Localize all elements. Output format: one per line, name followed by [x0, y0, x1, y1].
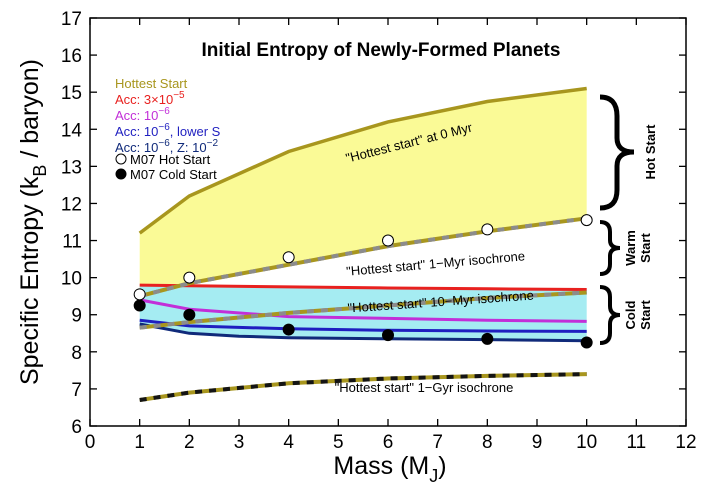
m07-cold-point	[580, 336, 593, 349]
legend-z-exp2: −2	[207, 138, 219, 149]
x-tick-label: 0	[85, 432, 96, 453]
cold-start-bracket	[599, 285, 621, 345]
legend-lowerS: Acc: 10−6, lower S	[115, 122, 221, 139]
y-tick-label: 15	[61, 83, 82, 104]
x-tick-label: 9	[532, 432, 543, 453]
cold-start-label-1: Cold	[623, 301, 638, 330]
y-tick-label: 9	[71, 306, 82, 327]
line-isochrone-10myr-dash	[139, 290, 587, 330]
line-acc-1e-6	[139, 298, 587, 323]
x-tick-label: 11	[626, 432, 646, 453]
y-tick-label: 10	[61, 269, 82, 290]
y-tick-label: 16	[61, 46, 82, 67]
x-tick-label: 12	[675, 432, 696, 453]
legend-lowerS-suffix: , lower S	[170, 124, 221, 139]
legend-z-text: Acc: 10	[115, 140, 158, 155]
x-axis-label-main: Mass (M	[333, 452, 429, 480]
y-tick-label: 8	[71, 343, 82, 364]
legend-acc3e5-exp: −5	[173, 90, 185, 101]
m07-hot-point	[282, 251, 295, 264]
series-lines	[138, 86, 587, 402]
x-tick-label: 1	[134, 432, 145, 453]
y-axis-label-end: / baryon)	[16, 59, 44, 165]
y-tick-label: 7	[71, 380, 82, 401]
start-brackets: Hot Start Warm Start Cold Start	[599, 94, 658, 345]
warm-start-label-2: Start	[638, 233, 653, 263]
hot-start-region	[139, 88, 587, 297]
legend-m07-cold-marker	[115, 168, 127, 180]
line-isochrone-1gyr-dash	[139, 372, 587, 402]
hot-start-label: Hot Start	[643, 124, 658, 180]
legend-hottest: Hottest Start	[115, 76, 188, 91]
m07-cold-point	[133, 299, 146, 312]
y-tick-label: 13	[61, 157, 82, 178]
legend-acc1e6-exp: −6	[158, 106, 170, 117]
x-tick-label: 4	[283, 432, 294, 453]
x-tick-label: 6	[383, 432, 394, 453]
x-tick-label: 2	[184, 432, 195, 453]
legend-lowerS-exp: −6	[158, 122, 170, 133]
m07-points	[133, 214, 593, 349]
warm-start-bracket	[599, 220, 621, 276]
line-isochrone-1myr-dash	[139, 216, 587, 299]
legend-acc3e5-text: Acc: 3×10	[115, 92, 173, 107]
x-tick-label: 3	[234, 432, 245, 453]
legend-z-exp: −6	[158, 138, 170, 149]
x-axis-label-sub: J	[429, 466, 438, 486]
annotation-1myr: "Hottest start" 1−Myr isochrone	[346, 248, 526, 279]
legend-acc1e6: Acc: 10−6	[115, 106, 170, 123]
m07-hot-point	[133, 288, 146, 301]
m07-hot-point	[382, 234, 394, 247]
y-tick-label: 17	[61, 9, 82, 30]
legend-lowerS-text: Acc: 10	[115, 124, 158, 139]
legend-acc1e6-text: Acc: 10	[115, 108, 158, 123]
legend-z-mid: , Z: 10	[170, 140, 207, 155]
x-tick-label: 10	[576, 432, 597, 453]
hot-start-bracket	[599, 94, 635, 211]
y-axis-label: Specific Entropy (kB / baryon)	[16, 59, 50, 385]
m07-hot-point	[580, 214, 593, 227]
x-tick-label: 5	[333, 432, 344, 453]
annotation-1gyr: "Hottest start" 1−Gyr isochrone	[335, 380, 514, 395]
legend-m07-hot-marker	[115, 153, 127, 165]
y-tick-label: 6	[71, 417, 82, 438]
x-tick-label: 8	[482, 432, 493, 453]
legend: Hottest Start Acc: 3×10−5 Acc: 10−6 Acc:…	[115, 76, 221, 182]
m07-cold-point	[282, 323, 295, 336]
m07-cold-point	[481, 332, 494, 345]
y-tick-label: 11	[62, 232, 82, 253]
m07-hot-point	[481, 223, 494, 236]
legend-acc3e5: Acc: 3×10−5	[115, 90, 185, 107]
x-axis-label-end: )	[438, 452, 446, 480]
m07-hot-point	[183, 271, 196, 284]
chart-title: Initial Entropy of Newly-Formed Planets	[202, 40, 561, 61]
warm-start-label-1: Warm	[623, 230, 638, 266]
m07-cold-point	[183, 308, 196, 321]
line-hottest-0myr	[138, 86, 587, 235]
m07-cold-point	[382, 329, 394, 342]
y-tick-label: 12	[61, 194, 82, 215]
legend-m07-cold: M07 Cold Start	[130, 167, 217, 182]
cold-start-label-2: Start	[638, 300, 653, 330]
y-tick-label: 14	[61, 120, 83, 141]
legend-z: Acc: 10−6, Z: 10−2	[115, 138, 218, 155]
x-tick-label: 7	[432, 432, 443, 453]
legend-m07-hot: M07 Hot Start	[130, 152, 211, 167]
x-axis-label: Mass (MJ)	[333, 452, 446, 486]
y-axis-label-sub: B	[30, 165, 50, 177]
y-axis-label-main: Specific Entropy (k	[16, 176, 44, 385]
